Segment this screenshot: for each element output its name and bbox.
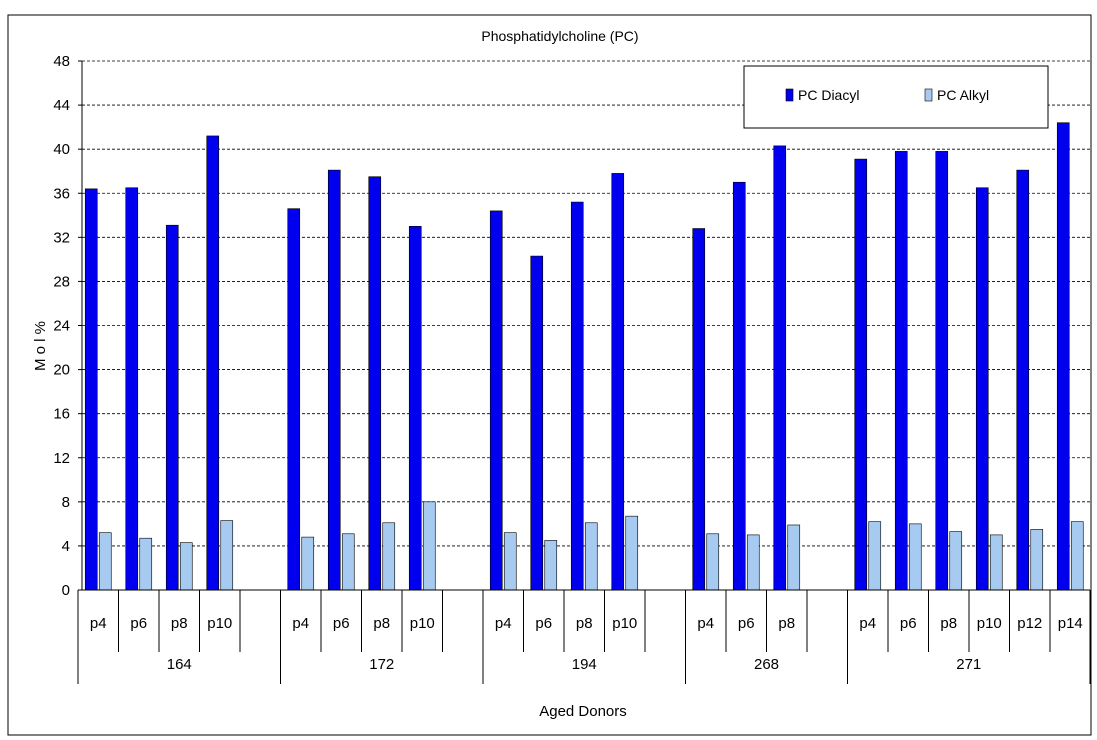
bar-pc-alkyl-172-p10 — [422, 501, 436, 591]
x-tick-label-passage: p6 — [333, 615, 350, 632]
x-tick-label-passage: p8 — [940, 615, 957, 632]
bar-pc-diacyl-172-p4 — [287, 208, 301, 591]
legend-swatch-pc-alkyl — [924, 88, 933, 102]
bar-pc-alkyl-268-p6 — [746, 534, 760, 591]
y-tick-label: 0 — [62, 582, 70, 599]
y-tick-label: 8 — [62, 494, 70, 511]
x-tick-label-passage: p10 — [410, 615, 435, 632]
x-tick-label-passage: p14 — [1058, 615, 1083, 632]
x-tick-label-passage: p8 — [373, 615, 390, 632]
bar-pc-alkyl-172-p4 — [301, 536, 315, 591]
bar-pc-diacyl-271-p8 — [935, 151, 949, 591]
bar-pc-diacyl-271-p10 — [975, 187, 989, 591]
bar-pc-diacyl-268-p8 — [773, 145, 787, 591]
bar-pc-alkyl-271-p12 — [1030, 529, 1044, 591]
y-tick-label: 4 — [62, 538, 70, 555]
x-tick-label-passage: p4 — [292, 615, 309, 632]
y-axis-title: M o l % — [32, 321, 49, 371]
y-tick-label: 44 — [53, 97, 70, 114]
y-tick-label: 28 — [53, 273, 70, 290]
bar-pc-diacyl-164-p4 — [84, 188, 98, 591]
bars — [84, 122, 1084, 591]
bar-pc-alkyl-271-p4 — [868, 521, 882, 591]
x-axis-title: Aged Donors — [539, 703, 627, 720]
chart-frame — [7, 14, 1092, 736]
x-tick-label-passage: p10 — [977, 615, 1002, 632]
legend-swatch-pc-diacyl — [785, 88, 794, 102]
x-tick-label-passage: p6 — [738, 615, 755, 632]
x-tick-label-passage: p6 — [900, 615, 917, 632]
x-group-label: 164 — [167, 656, 192, 673]
y-tick-label: 48 — [53, 53, 70, 70]
bar-pc-alkyl-194-p8 — [584, 522, 598, 591]
x-tick-label-passage: p8 — [171, 615, 188, 632]
legend-label-pc-diacyl: PC Diacyl — [798, 87, 859, 103]
bar-pc-diacyl-194-p6 — [530, 255, 544, 591]
axes — [77, 60, 1091, 684]
y-tick-label: 36 — [53, 185, 70, 202]
bar-pc-alkyl-271-p14 — [1070, 521, 1084, 591]
bar-pc-alkyl-164-p10 — [220, 520, 234, 591]
bar-pc-diacyl-271-p12 — [1016, 169, 1030, 591]
bar-pc-diacyl-271-p14 — [1056, 122, 1070, 591]
bar-pc-diacyl-172-p6 — [327, 169, 341, 591]
bar-pc-diacyl-194-p4 — [489, 210, 503, 591]
bar-pc-alkyl-194-p10 — [625, 515, 639, 591]
bar-pc-alkyl-172-p6 — [341, 533, 355, 591]
y-tick-label: 12 — [53, 450, 70, 467]
bar-pc-alkyl-164-p4 — [98, 532, 112, 591]
bar-pc-alkyl-164-p6 — [139, 537, 153, 591]
bar-pc-diacyl-194-p8 — [570, 201, 584, 591]
x-tick-label-passage: p8 — [778, 615, 795, 632]
bar-pc-diacyl-271-p4 — [854, 158, 868, 591]
bar-pc-diacyl-164-p6 — [125, 187, 139, 591]
bar-pc-alkyl-268-p4 — [706, 533, 720, 591]
x-tick-label-passage: p8 — [576, 615, 593, 632]
y-tick-label: 20 — [53, 362, 70, 379]
bar-pc-alkyl-271-p10 — [989, 534, 1003, 591]
legend-label-pc-alkyl: PC Alkyl — [937, 87, 989, 103]
x-tick-label-passage: p4 — [859, 615, 876, 632]
x-tick-label-passage: p4 — [90, 615, 107, 632]
bar-pc-diacyl-271-p6 — [894, 151, 908, 591]
bar-pc-alkyl-164-p8 — [179, 542, 193, 591]
x-tick-label-passage: p4 — [697, 615, 714, 632]
bar-pc-diacyl-172-p10 — [408, 226, 422, 591]
y-tick-label: 32 — [53, 229, 70, 246]
bar-pc-diacyl-164-p8 — [165, 224, 179, 591]
y-tick-label: 16 — [53, 406, 70, 423]
x-tick-label-passage: p12 — [1017, 615, 1042, 632]
y-tick-label: 24 — [53, 318, 70, 335]
bar-pc-diacyl-194-p10 — [611, 173, 625, 591]
y-tick-label: 40 — [53, 141, 70, 158]
x-tick-label-passage: p4 — [495, 615, 512, 632]
bar-pc-diacyl-172-p8 — [368, 176, 382, 591]
x-tick-label-passage: p6 — [130, 615, 147, 632]
bar-pc-alkyl-194-p6 — [544, 540, 558, 591]
x-tick-label-passage: p6 — [535, 615, 552, 632]
bar-pc-alkyl-271-p6 — [908, 523, 922, 591]
x-group-label: 268 — [754, 656, 779, 673]
bar-pc-alkyl-271-p8 — [949, 531, 963, 591]
x-group-label: 194 — [572, 656, 597, 673]
bar-pc-diacyl-268-p6 — [732, 181, 746, 591]
bar-pc-alkyl-268-p8 — [787, 524, 801, 591]
legend: PC Diacyl PC Alkyl — [743, 65, 1049, 129]
bar-pc-diacyl-164-p10 — [206, 135, 220, 591]
chart-title: Phosphatidylcholine (PC) — [481, 28, 638, 44]
bar-pc-diacyl-268-p4 — [692, 228, 706, 591]
x-group-label: 271 — [956, 656, 981, 673]
bar-pc-alkyl-172-p8 — [382, 522, 396, 591]
x-group-label: 172 — [369, 656, 394, 673]
x-tick-label-passage: p10 — [612, 615, 637, 632]
legend-box — [743, 65, 1049, 129]
bar-pc-alkyl-194-p4 — [503, 532, 517, 591]
gridlines — [82, 60, 1090, 547]
x-tick-label-passage: p10 — [207, 615, 232, 632]
